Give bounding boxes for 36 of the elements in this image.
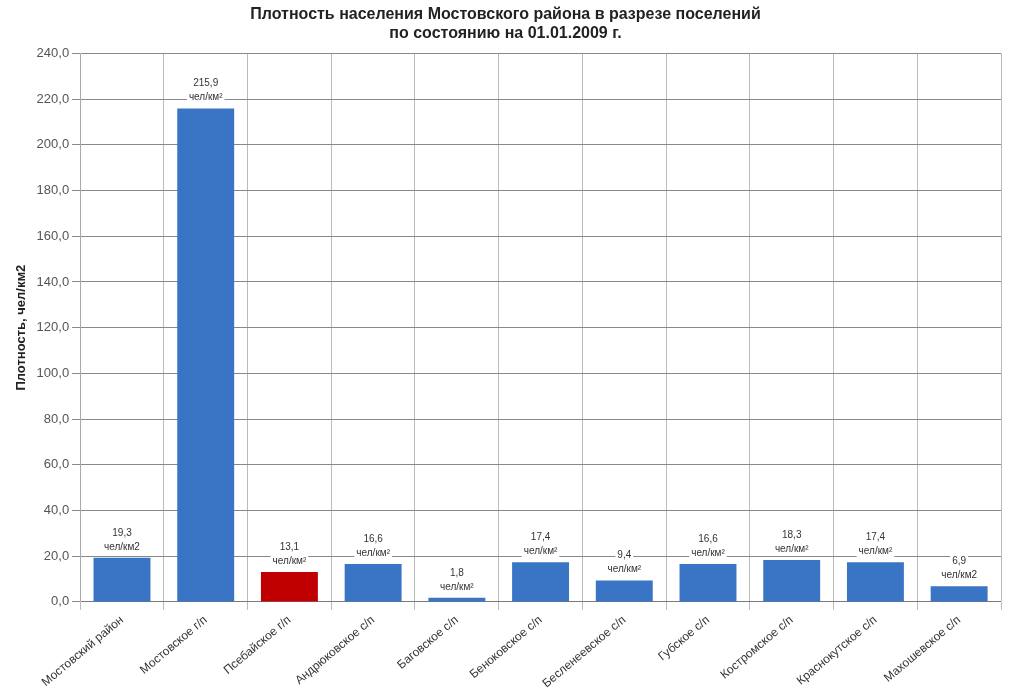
y-tick-label: 60,0 [43, 456, 70, 472]
chart-title: Плотность населения Мостовского района в разрезе поселений по состоянию на 01.01.2009 г. [250, 5, 761, 42]
bar [846, 562, 904, 602]
y-tick-label: 240,0 [36, 44, 70, 60]
data-label: 13,1 чел/км² [272, 540, 307, 566]
bar [763, 560, 821, 602]
y-tick-label: 100,0 [36, 364, 70, 380]
y-tick-label: 200,0 [36, 136, 70, 152]
data-label: 18,3 чел/км² [774, 529, 810, 555]
y-tick-label: 160,0 [36, 227, 70, 243]
data-label: 16,6 чел/км² [356, 532, 391, 558]
bar [512, 562, 570, 602]
y-tick-label: 220,0 [36, 90, 70, 106]
y-tick-label: 80,0 [43, 410, 70, 426]
data-label: 9,4 чел/км² [607, 549, 642, 575]
data-label: 6,9 чел/км2 [941, 555, 978, 581]
bar [930, 586, 988, 602]
y-tick-label: 40,0 [43, 502, 70, 518]
bar [260, 571, 318, 602]
bar [177, 108, 235, 602]
y-tick-label: 120,0 [36, 319, 70, 335]
data-label: 17,4 чел/км² [858, 531, 893, 557]
y-tick-label: 180,0 [36, 182, 70, 198]
data-label: 19,3 чел/км2 [104, 526, 141, 552]
y-tick-label: 0,0 [51, 593, 70, 609]
data-label: 1,8 чел/км² [440, 566, 475, 592]
y-tick-label: 20,0 [43, 547, 70, 563]
bar [344, 563, 402, 602]
data-label: 215,9 чел/км² [188, 77, 224, 103]
bar [679, 563, 737, 602]
data-label: 17,4 чел/км² [523, 531, 559, 557]
bar [595, 580, 653, 602]
y-tick-label: 140,0 [36, 273, 70, 289]
bar [93, 557, 151, 602]
y-axis-title: Плотность, чел/км2 [13, 264, 29, 391]
data-label: 16,6 чел/км² [691, 532, 726, 558]
